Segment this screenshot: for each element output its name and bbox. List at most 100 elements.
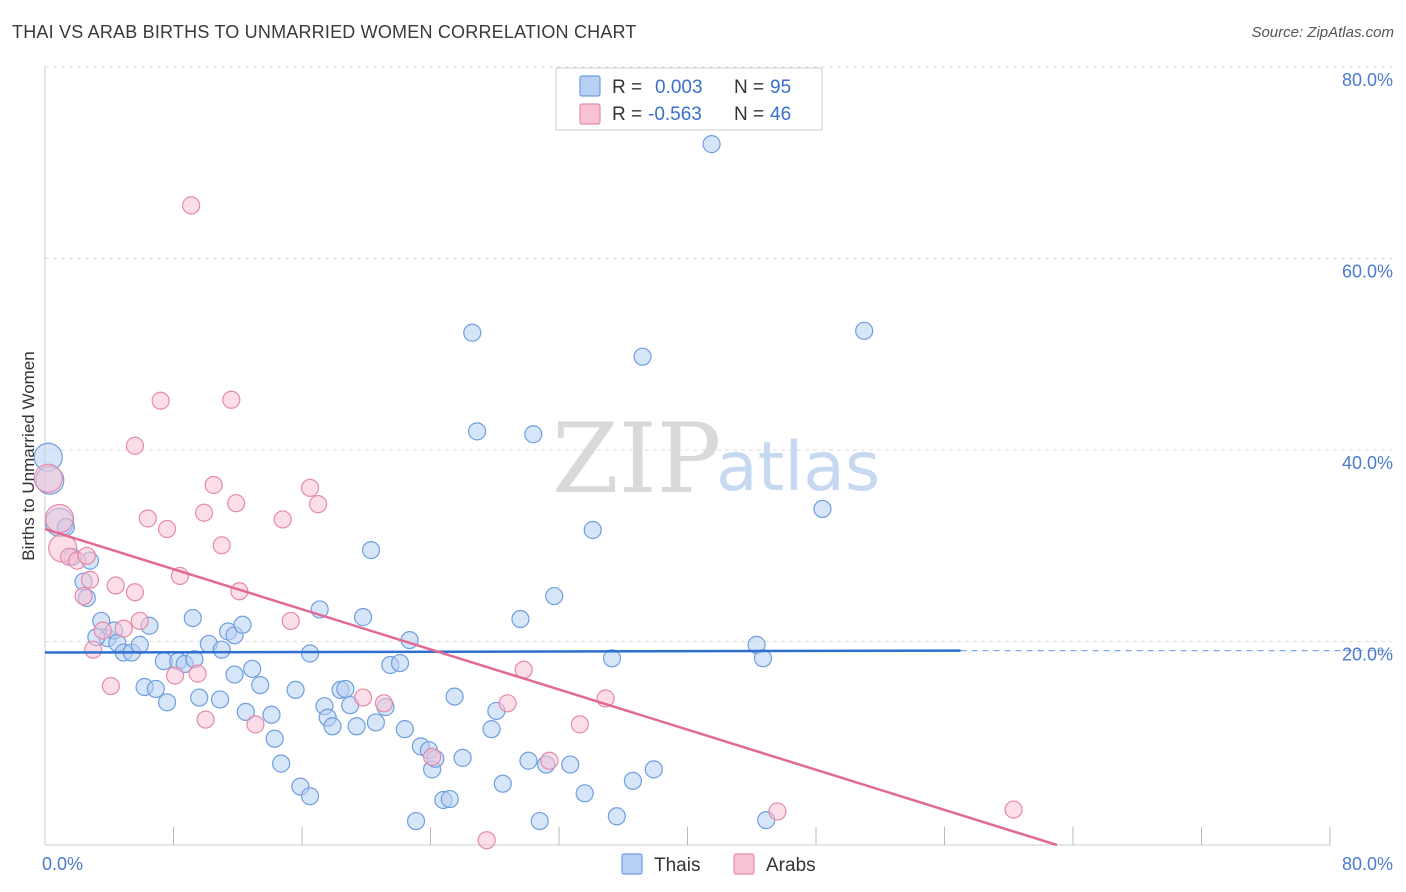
y-tick-label: 80.0% — [1342, 70, 1393, 90]
thais-point — [753, 649, 773, 668]
thais-point — [561, 755, 580, 774]
watermark-atlas: atlas — [716, 428, 880, 507]
legend-n-label-arabs: N = — [734, 104, 764, 125]
thais-point — [530, 811, 549, 831]
watermark-zip: ZIP — [552, 403, 721, 515]
thais-trend-line — [44, 649, 961, 654]
arabs-point — [374, 694, 394, 713]
arabs-point — [222, 390, 241, 409]
arabs-point — [477, 831, 496, 850]
x-tick-label: 80.0% — [1342, 854, 1393, 874]
thais-point — [482, 720, 501, 739]
thais-point — [183, 608, 202, 628]
thais-point — [361, 540, 381, 560]
arabs-point — [182, 196, 201, 215]
thais-point — [347, 717, 366, 736]
thais-point — [607, 807, 626, 826]
arabs-point — [84, 640, 103, 659]
thais-point — [467, 422, 487, 441]
legend-r-arabs: -0.563 — [648, 104, 702, 125]
thais-point — [575, 784, 594, 803]
arabs-point — [540, 751, 559, 770]
thais-point — [236, 702, 255, 722]
arabs-trend-line — [44, 527, 1058, 847]
thais-point — [633, 347, 652, 366]
legend-swatch-thais — [579, 75, 601, 97]
arabs-point — [125, 583, 145, 602]
y-tick-label: 60.0% — [1342, 262, 1393, 282]
arabs-point — [77, 546, 96, 565]
thais-point — [272, 754, 291, 773]
legend-r-thais: 0.003 — [655, 77, 703, 98]
thais-point — [813, 499, 832, 519]
arabs-point — [74, 586, 93, 606]
arabs-point — [114, 619, 133, 638]
thais-point — [251, 675, 270, 695]
source-label: Source: ZipAtlas.com — [1251, 24, 1394, 41]
thais-point — [366, 713, 385, 732]
thais-point — [243, 659, 262, 678]
thais-point — [225, 665, 244, 684]
thais-point — [323, 717, 342, 736]
thais-point — [644, 760, 663, 779]
thais-point — [233, 615, 252, 634]
y-tick-label: 20.0% — [1342, 645, 1393, 665]
thais-point — [445, 687, 464, 706]
legend-r-label-thais: R = — [612, 77, 642, 98]
arabs-points — [33, 196, 1023, 850]
bottom-legend-swatch-thais — [621, 853, 643, 875]
thais-point — [493, 774, 512, 793]
legend-swatch-arabs — [579, 103, 601, 125]
bottom-legend-arabs: Arabs — [766, 855, 816, 876]
legend-n-label-thais: N = — [734, 77, 764, 98]
arabs-point — [227, 494, 246, 513]
arabs-point — [194, 503, 214, 522]
arabs-point — [212, 536, 231, 555]
arabs-point — [106, 576, 125, 595]
thais-point — [453, 748, 472, 767]
thais-point — [623, 771, 642, 790]
thais-point — [519, 751, 538, 770]
arabs-point — [44, 503, 75, 534]
legend-n-thais: 95 — [770, 77, 791, 98]
arabs-point — [246, 715, 265, 734]
thais-point — [463, 323, 482, 342]
thais-point — [157, 693, 177, 712]
arabs-point — [157, 519, 177, 539]
legend-r-label-arabs: R = — [612, 104, 642, 125]
thais-point — [212, 640, 231, 659]
bottom-legend-swatch-arabs — [733, 853, 755, 875]
x-tick-label: 0.0% — [42, 854, 83, 874]
thais-point — [210, 690, 230, 709]
arabs-point — [353, 688, 373, 707]
thais-point — [353, 608, 373, 627]
arabs-point — [300, 478, 320, 497]
arabs-point — [188, 664, 207, 683]
arabs-point — [308, 495, 328, 514]
thais-point — [130, 635, 149, 654]
thais-point — [262, 705, 281, 724]
thais-point — [265, 729, 284, 748]
thais-point — [390, 653, 410, 673]
arabs-point — [33, 463, 63, 493]
arabs-point — [151, 391, 170, 410]
arabs-point — [281, 611, 300, 631]
legend-n-arabs: 46 — [770, 104, 791, 125]
thais-point — [524, 425, 543, 444]
thais-point — [300, 644, 320, 663]
arabs-point — [138, 509, 157, 528]
thais-point — [286, 680, 305, 699]
thais-point — [146, 679, 165, 699]
thais-point — [511, 609, 530, 629]
arabs-point — [166, 666, 185, 685]
thais-point — [190, 688, 209, 707]
arabs-point — [273, 510, 292, 529]
thais-point — [545, 586, 564, 606]
series-legend: Thais Arabs — [621, 853, 816, 876]
arabs-point — [423, 747, 442, 767]
arabs-point — [93, 621, 112, 640]
thais-point — [583, 520, 602, 540]
thais-point — [702, 135, 721, 154]
arabs-point — [1004, 800, 1023, 819]
